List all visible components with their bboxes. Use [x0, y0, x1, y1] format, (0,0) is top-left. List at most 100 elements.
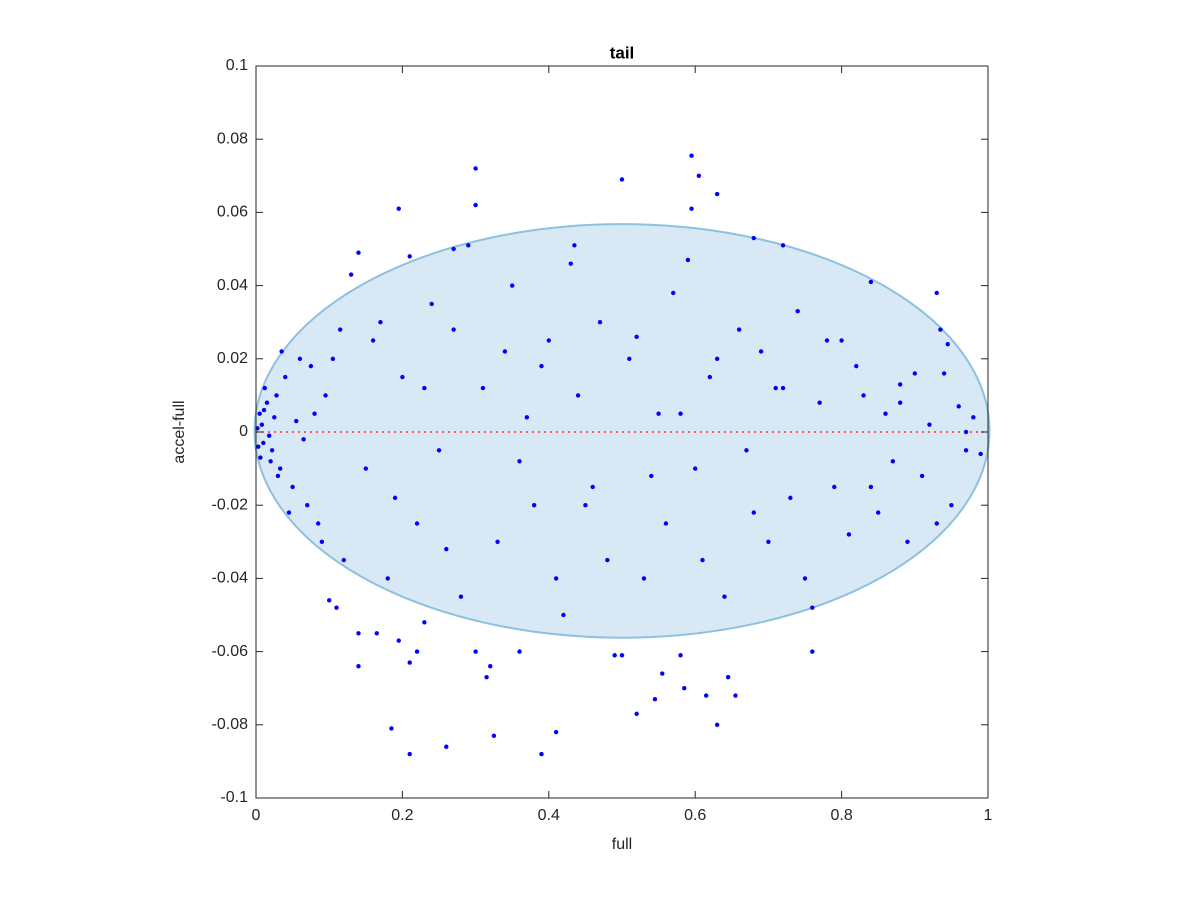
- point: [934, 290, 939, 296]
- point: [773, 385, 778, 391]
- point: [266, 433, 272, 438]
- point: [268, 459, 273, 464]
- x-tick-label: 0.6: [684, 807, 706, 824]
- point: [356, 250, 361, 255]
- point: [308, 363, 314, 369]
- point: [348, 272, 354, 277]
- ellipse: [253, 223, 991, 639]
- point: [334, 605, 339, 610]
- point: [275, 473, 281, 479]
- point: [689, 206, 694, 211]
- point: [714, 356, 720, 361]
- point: [414, 521, 420, 526]
- point: [725, 675, 731, 680]
- point: [905, 539, 910, 544]
- point: [693, 466, 698, 471]
- y-tick-label: 0.02: [217, 350, 248, 367]
- point: [941, 371, 947, 376]
- point: [627, 356, 632, 361]
- point: [919, 473, 925, 479]
- y-tick-label: -0.04: [212, 570, 249, 587]
- point: [400, 374, 405, 380]
- point: [714, 722, 720, 727]
- point: [553, 729, 559, 735]
- point: [876, 510, 881, 515]
- point: [963, 448, 969, 453]
- point: [945, 341, 950, 347]
- point: [451, 246, 456, 252]
- point: [868, 484, 874, 490]
- point: [868, 279, 874, 285]
- x-tick-label: 0.2: [391, 807, 413, 824]
- point: [897, 400, 903, 405]
- point: [327, 598, 332, 603]
- point: [257, 411, 262, 416]
- point: [290, 484, 295, 490]
- point: [832, 484, 837, 490]
- point: [963, 429, 969, 435]
- x-tick-label: 0.8: [830, 807, 852, 824]
- point: [258, 455, 263, 460]
- point: [824, 338, 830, 343]
- point: [634, 711, 639, 717]
- point: [897, 382, 903, 387]
- point: [854, 363, 859, 369]
- point: [356, 631, 361, 636]
- point: [956, 404, 961, 409]
- point: [341, 557, 347, 563]
- point: [407, 660, 412, 665]
- point: [473, 202, 478, 208]
- point: [590, 484, 595, 490]
- point: [938, 327, 943, 332]
- point: [517, 649, 522, 654]
- point: [714, 191, 720, 197]
- point: [751, 510, 756, 515]
- x-tick-label: 0: [252, 807, 261, 824]
- point: [531, 503, 537, 508]
- point: [758, 349, 764, 354]
- point: [502, 349, 508, 354]
- y-tick-label: -0.1: [220, 789, 248, 806]
- point: [389, 726, 394, 731]
- point: [641, 576, 647, 581]
- y-tick-label: 0.06: [217, 204, 248, 221]
- point: [422, 385, 427, 391]
- point: [294, 418, 299, 424]
- point: [751, 235, 756, 241]
- point: [861, 393, 866, 398]
- point: [316, 521, 321, 526]
- point: [883, 411, 888, 416]
- point: [396, 206, 401, 211]
- point: [795, 309, 800, 314]
- point: [429, 301, 434, 307]
- point: [277, 466, 283, 471]
- point: [949, 503, 954, 508]
- point: [396, 638, 401, 643]
- point: [649, 473, 654, 479]
- point: [817, 400, 822, 405]
- point: [839, 338, 844, 343]
- point: [546, 338, 551, 343]
- point: [261, 440, 266, 446]
- point: [279, 349, 284, 354]
- point: [846, 532, 852, 537]
- y-tick-label: -0.06: [212, 643, 249, 660]
- point: [671, 290, 676, 296]
- point: [444, 546, 449, 552]
- point: [744, 448, 749, 453]
- point: [510, 283, 515, 288]
- point: [780, 243, 786, 248]
- point: [568, 261, 573, 266]
- point: [484, 675, 489, 680]
- point: [407, 751, 412, 757]
- point: [685, 257, 691, 263]
- point: [356, 664, 361, 669]
- point: [605, 557, 610, 563]
- point: [458, 594, 464, 599]
- point: [392, 495, 398, 501]
- point: [286, 510, 292, 515]
- point: [934, 521, 939, 526]
- point: [262, 385, 267, 391]
- point: [488, 664, 493, 669]
- point: [466, 243, 471, 248]
